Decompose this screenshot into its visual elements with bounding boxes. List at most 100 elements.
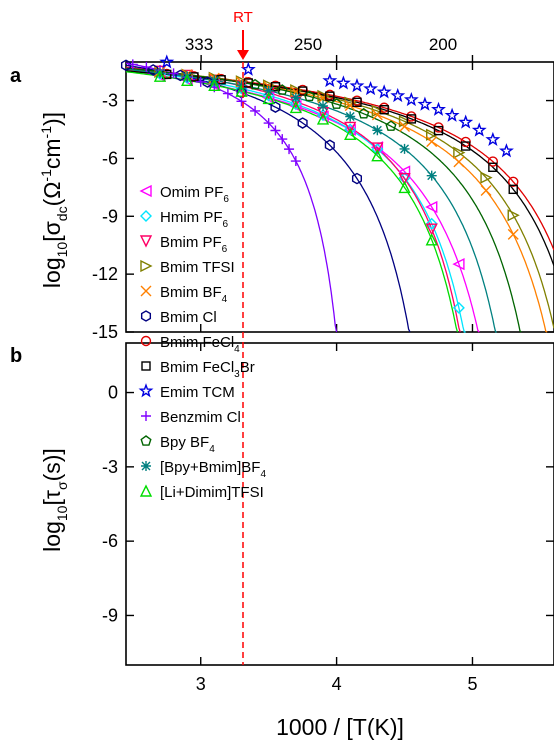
data-point-marker <box>276 84 288 95</box>
data-point-marker <box>159 54 175 69</box>
data-point-marker <box>317 109 330 122</box>
panel-a-letter: a <box>10 65 22 87</box>
data-point-marker <box>498 143 514 158</box>
data-point-marker <box>262 91 275 105</box>
data-point-marker <box>460 141 471 151</box>
data-point-marker <box>403 91 419 107</box>
data-point-marker <box>344 127 357 141</box>
y-tick-label: -6 <box>102 148 118 168</box>
legend-label: [Bpy+Bmim]BF4 <box>160 459 266 480</box>
data-point-marker <box>140 435 152 446</box>
data-point-marker <box>508 184 518 195</box>
data-point-marker <box>376 84 392 99</box>
data-point-marker <box>195 76 206 87</box>
fit-curve <box>125 62 338 333</box>
data-point-marker <box>303 90 316 102</box>
data-point-marker <box>406 114 417 124</box>
data-point-marker <box>425 217 438 230</box>
top-tick-label: 250 <box>294 35 322 54</box>
data-point-marker <box>138 383 154 398</box>
data-point-marker <box>216 75 226 85</box>
data-point-marker <box>240 61 256 76</box>
panel-a-frame <box>125 61 554 333</box>
panel-b-frame <box>125 342 554 666</box>
panel-b-letter: b <box>10 345 22 367</box>
data-point-marker <box>153 69 167 82</box>
room-temperature-label: RT <box>233 9 253 26</box>
data-point-marker <box>297 117 308 129</box>
y-tick-label: -3 <box>102 91 118 111</box>
data-point-marker <box>318 100 329 111</box>
data-point-marker <box>331 98 343 109</box>
data-point-marker <box>270 101 281 113</box>
data-point-marker <box>297 86 308 96</box>
data-point-marker <box>480 185 492 197</box>
panel-a-ticks: -3 -6 -9 -12 -15 <box>92 55 554 342</box>
data-point-marker <box>425 200 438 214</box>
data-point-marker <box>426 128 439 141</box>
data-point-marker <box>263 85 274 96</box>
data-point-marker <box>453 146 466 159</box>
data-point-marker <box>236 96 247 107</box>
data-point-marker <box>325 91 335 101</box>
data-point-marker <box>358 107 370 119</box>
data-point-marker <box>263 118 274 129</box>
data-point-marker <box>508 176 519 187</box>
data-point-marker <box>480 171 493 184</box>
data-point-marker <box>379 105 389 115</box>
legend-label: Bmim FeCl3Br <box>160 359 255 380</box>
data-point-marker <box>433 125 444 136</box>
data-point-marker <box>371 104 384 118</box>
data-point-marker <box>270 125 281 136</box>
data-point-marker <box>139 484 153 497</box>
x-tick-label: 4 <box>332 674 342 694</box>
data-point-marker <box>235 84 248 97</box>
data-point-marker <box>162 69 172 80</box>
legend-label: Bmim FeCl4 <box>160 334 240 355</box>
data-point-marker <box>425 223 438 236</box>
data-point-marker <box>168 68 179 79</box>
data-point-marker <box>426 170 437 181</box>
data-point-marker <box>351 172 363 185</box>
data-point-marker <box>444 107 460 122</box>
data-point-marker <box>344 121 357 135</box>
y-tick-label: -12 <box>92 264 118 284</box>
data-point-marker <box>140 259 153 273</box>
data-point-marker <box>507 228 519 240</box>
data-point-marker <box>127 59 138 70</box>
x-axis-label: 1000 / [T(K)] <box>276 714 404 740</box>
data-point-marker <box>426 136 438 148</box>
data-point-marker <box>290 92 301 103</box>
panel-b-ticks: 0 -3 -6 -9 3 4 5 <box>102 343 554 694</box>
panel-b-ylabel: log10[τσ(s)] <box>39 448 70 552</box>
data-point-marker <box>139 235 153 248</box>
data-point-marker <box>399 143 410 154</box>
data-point-marker <box>249 78 261 90</box>
data-point-marker <box>398 173 411 186</box>
legend-label: Bmim PF6 <box>160 234 228 255</box>
data-point-marker <box>141 411 151 421</box>
data-point-marker <box>120 59 132 72</box>
data-point-marker <box>324 139 335 152</box>
data-point-marker <box>507 209 520 222</box>
data-point-marker <box>390 87 406 103</box>
data-point-marker <box>250 105 261 116</box>
y-tick-label: -9 <box>102 206 118 226</box>
legend-label: Bmim BF4 <box>160 284 228 305</box>
data-point-marker <box>431 101 446 116</box>
data-point-marker <box>140 285 152 297</box>
legend-label: Omim PF6 <box>160 184 229 205</box>
data-point-marker <box>458 114 474 129</box>
data-point-marker <box>425 233 438 246</box>
data-point-marker <box>139 184 152 198</box>
data-point-marker <box>322 72 338 88</box>
data-point-marker <box>398 115 412 128</box>
legend-label: Bpy BF4 <box>160 434 215 455</box>
legend-label: Bmim Cl <box>160 309 217 326</box>
data-point-marker <box>181 73 194 87</box>
data-point-marker <box>141 62 152 73</box>
panel-a: -3 -6 -9 -12 -15 <box>92 54 554 342</box>
legend-label: [Li+Dimim]TFSI <box>160 484 264 501</box>
panel-a-ylabel: log10[σdc(Ω-1cm-1)] <box>38 112 70 288</box>
